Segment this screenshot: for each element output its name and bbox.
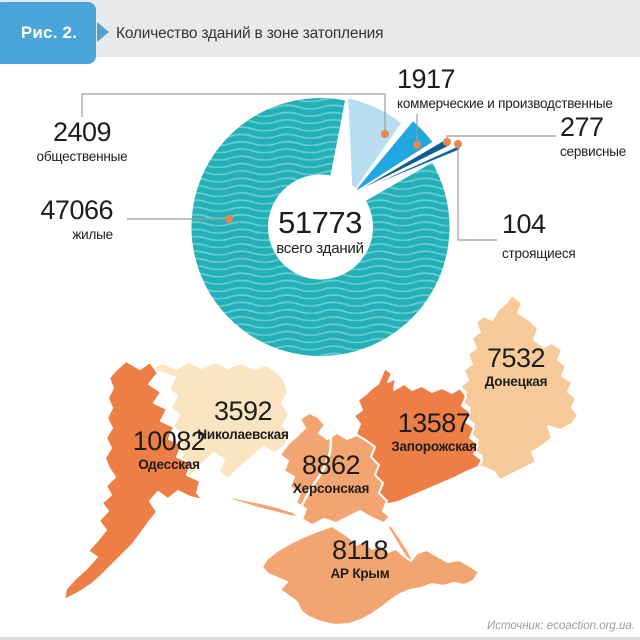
odessa-name: Одесская [138, 457, 200, 472]
label-region-zaporizhzhia: 13587 Запорожская [391, 410, 477, 454]
slice-commercial [351, 119, 434, 195]
label-region-donetsk: 7532 Донецкая [485, 345, 548, 389]
crimea-value: 8118 [331, 535, 389, 565]
region-zaporizhzhia [353, 367, 483, 506]
source-note: Источник: ecoaction.org.ua. [486, 620, 635, 632]
donut-center-label: 51773 всего зданий [276, 207, 364, 256]
donetsk-value: 7532 [486, 343, 546, 373]
mykolaiv-value: 3592 [213, 396, 273, 426]
page-title: Количество зданий в зоне затопления [116, 25, 384, 42]
odessa-value: 10082 [132, 426, 206, 456]
zaporizhzhia-value: 13587 [397, 408, 471, 438]
callout-construction-dot [454, 140, 462, 148]
donetsk-name: Донецкая [484, 374, 548, 389]
callout-public-dot [381, 130, 389, 138]
service-value: 277 [560, 112, 604, 142]
zaporizhzhia-name: Запорожская [391, 439, 477, 454]
kherson-value: 8862 [301, 450, 361, 480]
donut-chart [191, 97, 462, 357]
public-value: 2409 [52, 117, 112, 147]
figure-badge-label: Рис. 2. [20, 23, 78, 42]
callout-public-line [81, 93, 386, 130]
service-name: сервисные [560, 144, 627, 159]
region-crimea [261, 525, 480, 626]
donut-center-hole [268, 174, 373, 280]
label-region-kherson: 8862 Херсонская [292, 450, 370, 496]
label-service: 277 сервисные [560, 114, 626, 159]
commercial-value: 1917 [397, 64, 456, 94]
dnipro-river [300, 406, 333, 506]
label-region-crimea: 8118 АР Крым [330, 537, 389, 581]
label-construction: 104 строящиеся [502, 209, 576, 261]
badge-arrow-icon [97, 22, 109, 42]
region-mykolaiv [149, 361, 291, 485]
mykolaiv-name: Николаевская [197, 427, 289, 442]
label-region-odessa: 10082 Одесская [133, 428, 206, 472]
callout-dots [225, 130, 462, 223]
callout-residential-dot [225, 215, 233, 223]
region-donetsk [459, 294, 579, 481]
crimea-name: АР Крым [330, 566, 390, 581]
label-region-mykolaiv: 3592 Николаевская [197, 396, 289, 442]
figure-badge: Рис. 2. [0, 2, 96, 64]
residential-value: 47066 [40, 195, 113, 225]
label-public: 2409 общественные [37, 119, 128, 164]
total-label: всего зданий [276, 240, 364, 257]
bottom-edge [0, 637, 640, 640]
public-name: общественные [36, 149, 128, 164]
label-commercial: 1917 коммерческие и производственные [397, 66, 613, 111]
residential-name: жилые [72, 227, 113, 242]
region-kherson-spit [230, 496, 301, 518]
construction-name: строящиеся [502, 246, 576, 261]
regions-map [63, 294, 579, 626]
region-odessa [63, 360, 204, 601]
callout-service-line [446, 135, 556, 139]
kherson-name: Херсонская [292, 481, 370, 496]
callout-service-dot [443, 138, 451, 146]
slice-public [347, 97, 403, 196]
callout-commercial-dot [413, 141, 421, 149]
total-value: 51773 [278, 205, 362, 240]
commercial-name: коммерческие и производственные [397, 96, 613, 111]
callout-construction-line [457, 148, 497, 241]
label-residential: 47066 жилые [40, 197, 113, 242]
construction-value: 104 [502, 209, 546, 239]
